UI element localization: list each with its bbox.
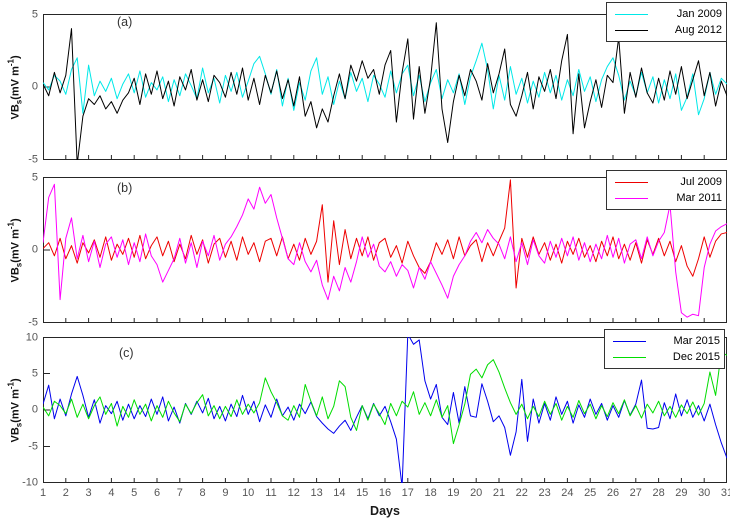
x-tick-label: 26 [606,487,620,499]
legend-entry: Aug 2012 [615,22,722,38]
y-tick-label: 5 [31,367,38,379]
x-tick-label: 23 [538,487,551,499]
x-tick-label: 9 [222,487,229,499]
x-tick-label: 14 [333,487,346,499]
legend-panel-b: Jul 2009 Mar 2011 [606,170,727,210]
legend-label: Dec 2015 [672,350,720,363]
x-tick-label: 4 [108,487,115,499]
x-tick-label: 25 [584,487,597,499]
panel-c-letter: (c) [119,346,134,360]
y-tick-label: -10 [22,476,38,488]
x-tick-label: 28 [652,487,665,499]
plot-area-a [43,14,727,160]
legend-line-sample [615,13,648,15]
series-line-mar-2015 [43,337,727,483]
legend-line-sample [613,340,646,342]
x-tick-label: 24 [561,487,574,499]
panel-a-plot [43,14,727,160]
legend-label: Jan 2009 [676,7,722,20]
panel-c-plot [43,337,727,483]
legend-line-sample [615,197,648,199]
y-tick-label: -5 [28,440,38,452]
axis-box [43,14,727,160]
y-tick-label: -5 [28,316,38,328]
x-tick-label: 3 [85,487,92,499]
legend-entry: Mar 2015 [613,333,720,349]
legend-label: Jul 2009 [680,175,722,188]
x-tick-label: 17 [401,487,414,499]
x-tick-label: 30 [698,487,711,499]
legend-line-sample [613,356,646,358]
x-tick-label: 20 [470,487,483,499]
x-tick-label: 13 [310,487,323,499]
legend-label: Aug 2012 [674,23,722,36]
legend-line-sample [615,181,648,183]
legend-panel-a: Jan 2009 Aug 2012 [606,2,727,42]
panel-b-plot [43,177,727,323]
x-tick-label: 1 [39,487,47,499]
x-tick-label: 11 [265,487,277,499]
x-tick-label: 6 [153,487,161,499]
x-tick-label: 29 [675,487,688,499]
axis-box [43,177,727,323]
series-line-mar-2011 [43,183,727,318]
y-tick-label: 10 [25,331,38,343]
legend-label: Mar 2015 [673,334,720,347]
legend-entry: Jan 2009 [615,6,722,22]
panel-b-letter: (b) [117,181,133,195]
x-tick-label: 5 [131,487,138,499]
y-tick-label: 0 [31,243,38,256]
legend-line-sample [615,29,648,31]
y-tick-label: 0 [31,403,38,416]
x-tick-label: 18 [424,487,437,499]
x-tick-label: 15 [356,487,369,499]
x-axis-label: Days [370,504,400,518]
plot-area-b [43,177,727,323]
legend-entry: Dec 2015 [613,349,720,365]
y-tick-label: 0 [31,80,38,93]
legend-entry: Jul 2009 [615,174,722,190]
x-tick-label: 19 [447,487,460,499]
x-tick-label: 16 [378,487,392,499]
x-tick-label: 27 [629,487,642,499]
x-tick-label: 21 [492,487,506,499]
x-tick-label: 8 [199,487,206,499]
series-line-aug-2012 [43,22,727,160]
y-tick-label: -5 [28,153,38,165]
series-line-dec-2015 [43,351,727,445]
x-tick-label: 7 [176,487,183,499]
panel-a-letter: (a) [117,15,133,29]
axis-box [43,337,727,483]
series-line-jul-2009 [43,179,727,289]
x-tick-label: 2 [62,487,69,499]
plot-area-c [43,337,727,483]
y-tick-label: 5 [31,171,38,183]
legend-panel-c: Mar 2015 Dec 2015 [604,329,725,369]
x-tick-label: 22 [515,487,528,499]
x-tick-label: 12 [287,487,300,499]
x-tick-label: 31 [720,487,730,499]
series-line-jan-2009 [43,42,727,116]
y-tick-label: 5 [31,8,38,20]
legend-label: Mar 2011 [676,191,722,204]
legend-entry: Mar 2011 [615,190,722,206]
x-tick-label: 10 [242,487,255,499]
